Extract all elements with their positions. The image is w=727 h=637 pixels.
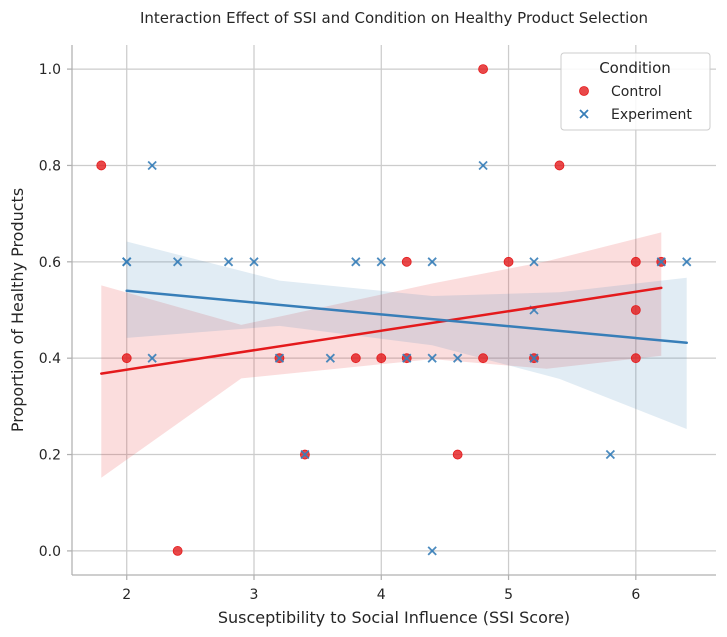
point-control	[172, 546, 183, 556]
y-tick-label: 0.0	[39, 544, 61, 560]
point-experiment	[147, 353, 157, 363]
x-tick-label: 4	[377, 587, 386, 603]
x-ticks: 2 3 4 5 6	[122, 575, 640, 603]
x-tick-label: 2	[122, 587, 131, 603]
y-axis-label: Proportion of Healthy Products	[8, 188, 27, 432]
y-tick-label: 0.8	[39, 158, 61, 174]
ci-band-experiment	[126, 241, 687, 429]
point-experiment	[376, 257, 386, 267]
point-control	[96, 160, 107, 171]
point-experiment	[427, 353, 437, 363]
point-control	[376, 353, 387, 364]
y-tick-label: 1.0	[39, 62, 61, 78]
point-control	[630, 256, 641, 267]
point-control	[121, 353, 132, 364]
y-tick-label: 0.4	[39, 351, 61, 367]
point-experiment	[478, 160, 488, 171]
point-experiment	[223, 257, 234, 267]
point-experiment	[351, 257, 361, 267]
point-control	[452, 449, 463, 460]
legend-control-label: Control	[611, 84, 662, 100]
legend-experiment-marker	[579, 109, 589, 119]
legend-experiment-label: Experiment	[611, 107, 692, 123]
point-control	[503, 256, 514, 267]
x-axis-label: Susceptibility to Social Influence (SSI …	[218, 608, 570, 627]
point-experiment	[274, 353, 285, 363]
point-experiment	[427, 257, 437, 267]
point-experiment	[529, 353, 539, 363]
point-control	[478, 64, 488, 74]
point-experiment	[682, 257, 692, 267]
point-control	[350, 353, 361, 364]
y-tick-label: 0.6	[39, 255, 61, 271]
point-experiment	[147, 160, 157, 171]
point-control	[478, 353, 488, 364]
x-tick-label: 5	[504, 587, 513, 603]
axes	[71, 45, 716, 576]
point-experiment	[172, 257, 183, 267]
point-experiment	[402, 353, 412, 363]
regression-lines	[100, 286, 688, 375]
point-experiment	[325, 353, 336, 363]
fit-line-experiment	[125, 289, 688, 345]
legend-title: Condition	[599, 59, 671, 77]
chart-title: Interaction Effect of SSI and Condition …	[140, 9, 648, 27]
x-tick-label: 3	[250, 587, 259, 603]
point-control	[630, 305, 641, 315]
point-control	[401, 256, 412, 267]
point-experiment	[427, 546, 437, 556]
point-experiment	[122, 257, 132, 267]
point-experiment	[605, 449, 616, 460]
legend: Condition Control Experiment	[560, 52, 711, 131]
point-control	[554, 160, 565, 171]
point-control	[630, 353, 641, 364]
confidence-bands	[101, 232, 687, 478]
y-tick-label: 0.2	[39, 448, 61, 464]
point-experiment	[249, 257, 259, 267]
point-experiment	[452, 353, 463, 363]
y-ticks: 0.0 0.2 0.4 0.6 0.8 1.0	[39, 62, 72, 560]
fit-line-control	[100, 286, 663, 375]
legend-control-marker	[579, 86, 589, 96]
point-experiment	[656, 257, 666, 267]
point-experiment	[300, 449, 310, 460]
point-experiment	[529, 257, 539, 267]
data-points	[96, 64, 692, 556]
x-tick-label: 6	[631, 587, 640, 603]
legend-box	[560, 52, 711, 131]
